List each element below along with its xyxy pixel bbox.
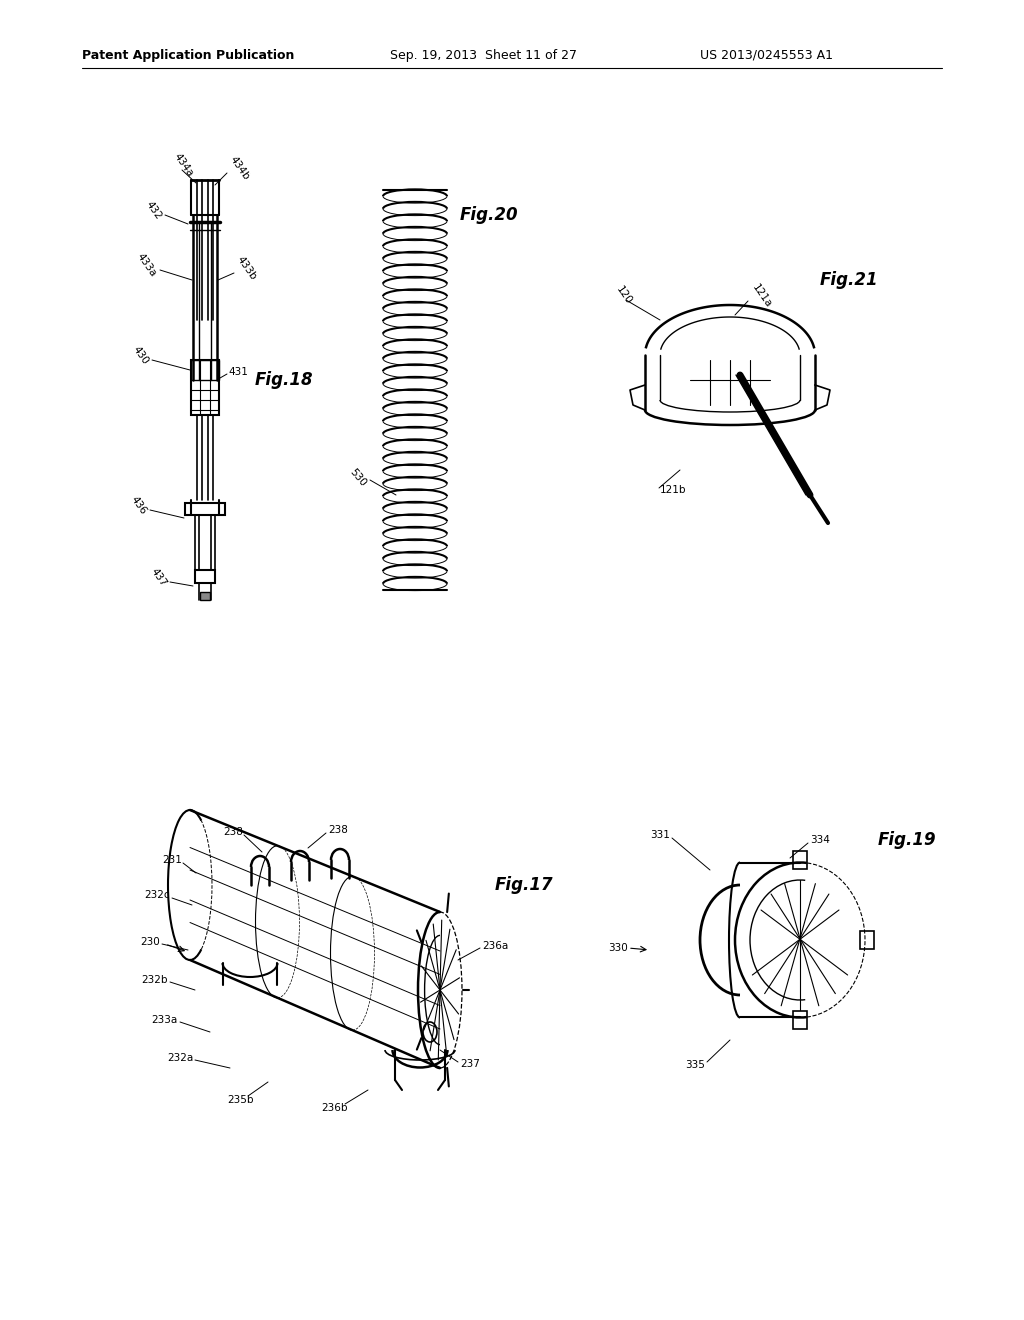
Text: Fig.18: Fig.18 bbox=[255, 371, 313, 389]
Text: 236b: 236b bbox=[322, 1104, 348, 1113]
Text: 232b: 232b bbox=[141, 975, 168, 985]
Bar bbox=[200, 591, 210, 601]
Text: 433b: 433b bbox=[234, 255, 258, 281]
Text: 235b: 235b bbox=[226, 1096, 253, 1105]
Text: 120: 120 bbox=[614, 284, 634, 306]
Text: 436: 436 bbox=[128, 494, 148, 516]
Text: 238: 238 bbox=[223, 828, 243, 837]
Text: 334: 334 bbox=[810, 836, 829, 845]
Text: Fig.21: Fig.21 bbox=[820, 271, 879, 289]
Text: Patent Application Publication: Patent Application Publication bbox=[82, 49, 294, 62]
Text: 232c: 232c bbox=[144, 890, 170, 900]
Bar bbox=[185, 503, 225, 515]
Text: 121a: 121a bbox=[750, 282, 773, 310]
Text: Fig.17: Fig.17 bbox=[495, 876, 554, 894]
Text: 434b: 434b bbox=[228, 154, 251, 182]
Text: Fig.19: Fig.19 bbox=[878, 832, 937, 849]
Text: 335: 335 bbox=[685, 1060, 705, 1071]
Text: 231: 231 bbox=[162, 855, 182, 865]
Text: 230: 230 bbox=[140, 937, 160, 946]
Text: 237: 237 bbox=[460, 1059, 480, 1069]
Text: 434a: 434a bbox=[172, 152, 196, 178]
Text: 431: 431 bbox=[228, 367, 248, 378]
Bar bbox=[191, 360, 219, 414]
Bar bbox=[860, 931, 874, 949]
Text: 236a: 236a bbox=[482, 941, 508, 950]
Bar bbox=[191, 360, 219, 380]
Bar bbox=[793, 1011, 807, 1030]
Text: 530: 530 bbox=[347, 467, 368, 488]
Text: US 2013/0245553 A1: US 2013/0245553 A1 bbox=[700, 49, 833, 62]
Bar bbox=[195, 570, 215, 583]
Text: Fig.20: Fig.20 bbox=[460, 206, 518, 224]
Text: 232a: 232a bbox=[167, 1053, 193, 1063]
Text: 238: 238 bbox=[328, 825, 348, 836]
Text: 433a: 433a bbox=[135, 251, 158, 279]
Text: 233a: 233a bbox=[152, 1015, 178, 1026]
Text: 331: 331 bbox=[650, 830, 670, 840]
Bar bbox=[793, 851, 807, 869]
Text: 430: 430 bbox=[130, 345, 150, 366]
Text: 330: 330 bbox=[608, 942, 628, 953]
Text: 121b: 121b bbox=[660, 484, 686, 495]
Text: 437: 437 bbox=[148, 566, 168, 587]
Text: Sep. 19, 2013  Sheet 11 of 27: Sep. 19, 2013 Sheet 11 of 27 bbox=[390, 49, 577, 62]
Text: 432: 432 bbox=[143, 199, 163, 220]
